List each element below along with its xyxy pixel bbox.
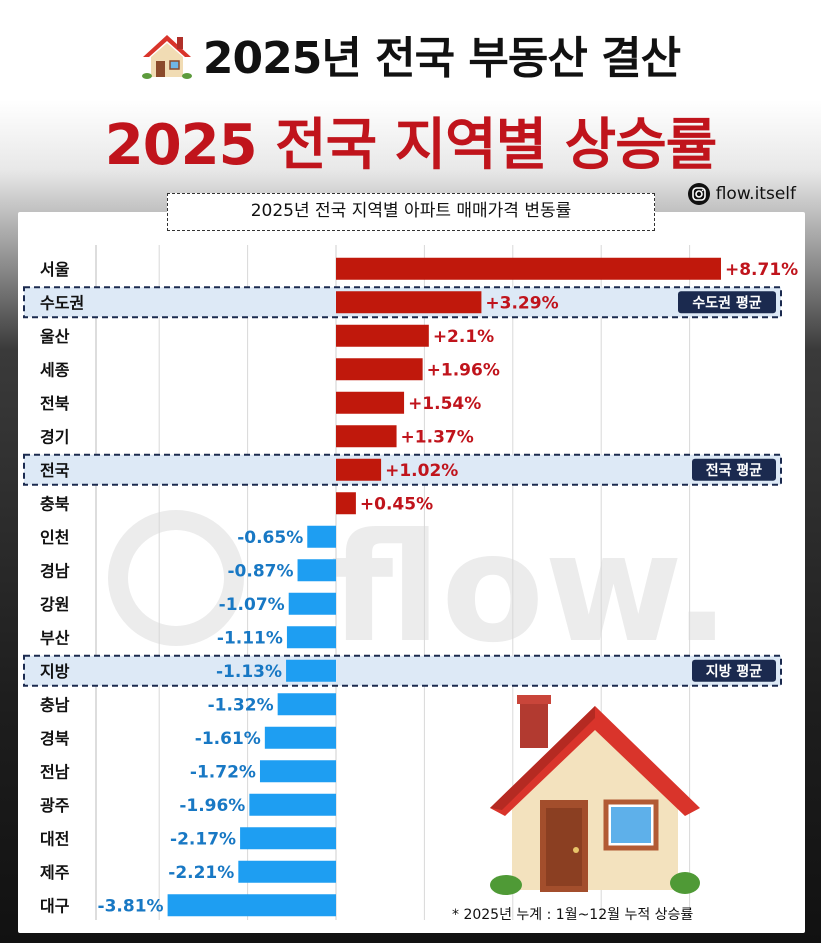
handle-text: flow.itself xyxy=(715,184,796,204)
bar xyxy=(336,291,482,314)
value-label: +1.54% xyxy=(408,394,481,414)
value-label: -1.11% xyxy=(217,628,283,648)
value-label: -0.65% xyxy=(237,528,303,548)
main-title: 2025년 전국 부동산 결산 xyxy=(0,22,821,86)
bar xyxy=(288,592,336,615)
average-badge-label: 수도권 평균 xyxy=(692,294,761,311)
category-label: 수도권 xyxy=(40,293,84,312)
bar xyxy=(249,793,336,816)
value-label: +8.71% xyxy=(725,260,798,280)
value-label: +2.1% xyxy=(433,327,494,347)
value-label: -1.61% xyxy=(195,729,261,749)
value-label: -1.72% xyxy=(190,762,256,782)
house-icon xyxy=(141,35,192,79)
category-label: 강원 xyxy=(40,595,69,614)
highlight-band xyxy=(23,453,782,486)
value-label: +3.29% xyxy=(485,293,558,313)
bar xyxy=(297,559,336,582)
category-label: 지방 xyxy=(40,662,70,681)
average-badge xyxy=(692,458,776,481)
bar xyxy=(167,894,336,917)
average-badge-label: 전국 평균 xyxy=(706,462,763,479)
category-label: 인천 xyxy=(40,528,69,547)
watermark-text: flow. xyxy=(330,502,730,676)
bar xyxy=(336,257,721,280)
house-illustration xyxy=(490,695,700,895)
bar xyxy=(277,693,336,716)
average-badge-label: 지방 평균 xyxy=(706,663,763,680)
category-label: 대구 xyxy=(40,896,70,915)
value-label: -3.81% xyxy=(98,896,164,916)
footnote: * 2025년 누계 : 1월~12월 누적 상승률 xyxy=(452,907,694,923)
value-label: -0.87% xyxy=(227,561,293,581)
highlight-band xyxy=(23,654,782,687)
category-label: 충북 xyxy=(40,494,70,513)
category-label: 전국 xyxy=(40,461,70,480)
category-label: 광주 xyxy=(40,796,70,815)
value-label: -1.96% xyxy=(179,796,245,816)
category-label: 경남 xyxy=(40,561,70,580)
watermark: flow. xyxy=(108,502,730,676)
main-title-text: 2025년 전국 부동산 결산 xyxy=(202,33,681,84)
bar xyxy=(336,391,405,414)
bar xyxy=(336,458,382,481)
bar xyxy=(240,827,336,850)
bar xyxy=(336,358,423,381)
instagram-handle[interactable]: flow.itself xyxy=(687,183,796,205)
category-label: 서울 xyxy=(40,260,70,279)
value-label: +0.45% xyxy=(360,494,433,514)
category-label: 전북 xyxy=(40,394,70,413)
average-badge xyxy=(692,659,776,682)
category-label: 충남 xyxy=(40,695,70,714)
value-label: -2.21% xyxy=(168,863,234,883)
value-label: -2.17% xyxy=(170,829,236,849)
category-label: 부산 xyxy=(40,628,70,647)
category-label: 대전 xyxy=(40,829,69,848)
value-label: -1.32% xyxy=(208,695,274,715)
category-label: 세종 xyxy=(40,360,70,379)
chart-title: 2025년 전국 지역별 아파트 매매가격 변동률 xyxy=(167,193,655,231)
value-label: +1.37% xyxy=(401,427,474,447)
bar xyxy=(259,760,336,783)
subtitle: 2025 전국 지역별 상승률 xyxy=(104,113,718,178)
category-label: 경기 xyxy=(40,427,69,446)
value-label: -1.07% xyxy=(219,595,285,615)
bar xyxy=(307,525,336,548)
bar xyxy=(336,492,356,515)
value-label: -1.13% xyxy=(216,662,282,682)
bar xyxy=(336,324,429,347)
instagram-icon xyxy=(687,183,710,205)
bar xyxy=(336,425,397,448)
value-label: +1.02% xyxy=(385,461,458,481)
bar xyxy=(286,659,336,682)
bar xyxy=(286,626,336,649)
category-label: 전남 xyxy=(40,762,70,781)
value-label: +1.96% xyxy=(427,360,500,380)
bar xyxy=(238,860,336,883)
bar xyxy=(264,726,336,749)
category-label: 울산 xyxy=(40,327,70,346)
average-badge xyxy=(678,291,776,314)
category-label: 경북 xyxy=(40,729,70,748)
category-label: 제주 xyxy=(40,863,70,882)
